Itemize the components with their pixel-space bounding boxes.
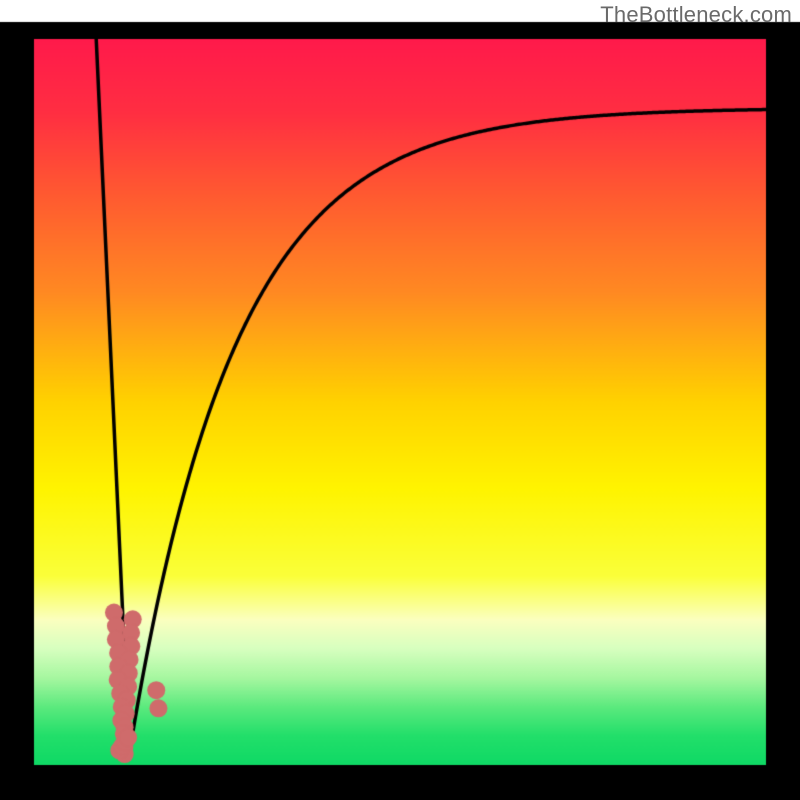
attribution-label: TheBottleneck.com bbox=[600, 2, 792, 28]
bottleneck-chart-canvas bbox=[0, 0, 800, 800]
chart-container: TheBottleneck.com bbox=[0, 0, 800, 800]
